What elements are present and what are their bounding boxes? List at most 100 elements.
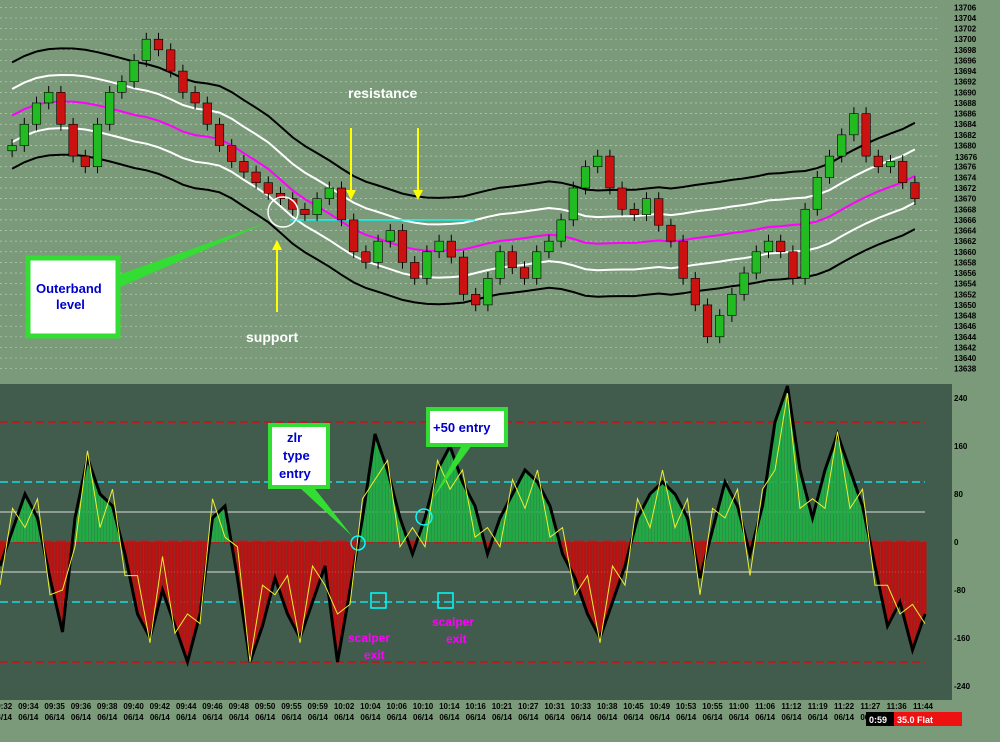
candle-body <box>532 251 542 279</box>
candle-body <box>336 187 347 221</box>
zlr-box <box>268 423 330 489</box>
candle-body <box>641 198 652 215</box>
osc-bar <box>821 478 825 542</box>
osc-bar <box>512 491 515 542</box>
osc-bar <box>509 497 512 542</box>
zlr-pointer <box>300 480 352 536</box>
osc-bar <box>654 488 658 542</box>
date-label: 06/14 <box>281 713 302 722</box>
date-label: 06/14 <box>834 713 855 722</box>
candle-body <box>7 145 17 152</box>
candle-body <box>544 240 554 253</box>
time-label: 09:38 <box>97 702 118 711</box>
osc-bar <box>756 523 760 542</box>
osc-bar <box>317 542 321 585</box>
candle-body <box>153 38 164 51</box>
price-tick-label: 13674 <box>954 173 977 182</box>
date-label: 06/14 <box>597 713 618 722</box>
osc-bar <box>812 513 816 542</box>
outerband-pointer <box>118 222 268 288</box>
osc-tick-label: -80 <box>954 586 966 595</box>
date-label: 06/14 <box>492 713 513 722</box>
osc-bar <box>35 517 39 542</box>
osc-bar <box>549 508 553 542</box>
upper-inner-band <box>11 73 916 226</box>
osc-bar <box>106 501 110 542</box>
time-label: 09:36 <box>71 702 92 711</box>
date-label: 06/14 <box>0 713 13 722</box>
osc-bar <box>134 542 138 608</box>
time-label: 10:38 <box>597 702 618 711</box>
osc-bar <box>184 542 188 657</box>
candle-body <box>910 182 920 199</box>
candle-body <box>507 251 517 269</box>
osc-bar <box>731 497 735 542</box>
candle-body <box>178 70 188 93</box>
time-label: 10:33 <box>571 702 592 711</box>
osc-bar <box>283 542 287 606</box>
candle-body <box>56 92 66 125</box>
osc-bar <box>311 542 314 603</box>
candle-body <box>263 182 273 194</box>
date-label: 06/14 <box>781 713 802 722</box>
date-label: 06/14 <box>97 713 118 722</box>
osc-bar <box>147 542 150 636</box>
osc-bar <box>388 478 392 542</box>
price-tick-label: 13688 <box>954 99 977 108</box>
candle-body <box>312 198 322 215</box>
price-tick-label: 13644 <box>954 333 977 342</box>
price-tick-label: 13664 <box>954 227 977 236</box>
date-label: 06/14 <box>150 713 171 722</box>
osc-bar <box>493 532 497 542</box>
osc-bar <box>843 454 846 542</box>
osc-bar <box>32 511 36 542</box>
price-tick-label: 13648 <box>954 312 977 321</box>
osc-bar <box>626 542 630 555</box>
osc-bar <box>518 480 522 542</box>
osc-bar <box>425 510 429 542</box>
candle-body <box>251 171 261 183</box>
time-label: 10:27 <box>518 702 539 711</box>
price-tick-label: 13684 <box>954 120 977 129</box>
osc-tick-label: -160 <box>954 634 971 643</box>
time-label: 09:46 <box>202 702 223 711</box>
osc-bar <box>304 542 308 620</box>
candle-body <box>288 198 298 210</box>
price-tick-label: 13652 <box>954 290 977 299</box>
osc-bar <box>258 542 262 634</box>
scalper-exit-2-line1: scalper <box>432 615 474 629</box>
osc-bar <box>314 542 317 594</box>
zlr-line1: zlr <box>287 430 302 445</box>
candle-body <box>434 240 444 253</box>
price-tick-label: 13658 <box>954 258 977 267</box>
date-label: 06/14 <box>413 713 434 722</box>
price-tick-label: 13680 <box>954 141 977 150</box>
last-price-box <box>952 150 986 163</box>
osc-bar <box>635 518 639 542</box>
osc-bar <box>722 486 726 542</box>
candle-body <box>471 293 481 306</box>
osc-bar <box>150 542 153 632</box>
osc-bar <box>212 517 215 542</box>
osc-bar <box>908 542 911 639</box>
candle-body <box>80 155 90 168</box>
osc-bar <box>109 504 113 542</box>
osc-bar <box>447 448 450 542</box>
candle-body <box>788 251 798 279</box>
osc-bar <box>741 525 744 542</box>
osc-bar <box>790 416 794 542</box>
osc-bar <box>91 473 95 542</box>
osc-bar <box>193 542 197 634</box>
candle-body <box>580 166 591 189</box>
price-tick-label: 13698 <box>954 46 977 55</box>
osc-bar <box>685 516 689 542</box>
osc-bar <box>901 542 905 615</box>
candle-body <box>568 187 578 221</box>
price-tick-label: 13696 <box>954 56 977 65</box>
candle-body <box>849 113 859 136</box>
osc-bar <box>765 474 769 542</box>
osc-bar <box>178 542 181 639</box>
candle-body <box>239 161 249 173</box>
candle-body <box>105 92 115 125</box>
